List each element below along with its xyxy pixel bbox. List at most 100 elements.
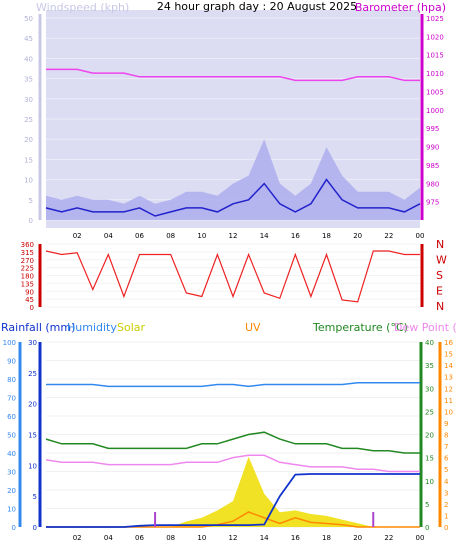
direction-y-tick-label: 45 bbox=[25, 296, 34, 304]
dewpoint-line bbox=[45, 454, 420, 473]
direction-y-tick-label: 315 bbox=[21, 249, 34, 257]
wind-y-tick-label: 45 bbox=[24, 35, 33, 43]
humidity-y-tick-label: 30 bbox=[28, 339, 37, 347]
humidity-y-tick-label: 20 bbox=[28, 401, 37, 409]
direction-y-tick-label: 0 bbox=[30, 304, 34, 312]
compass-label: N bbox=[436, 300, 444, 313]
wind-x-tick-label: 10 bbox=[197, 232, 206, 240]
barometer-y-tick-label: 1000 bbox=[426, 107, 444, 115]
rain-y-tick-label: 50 bbox=[7, 432, 16, 440]
temperature-y-tick-label: 40 bbox=[425, 339, 434, 347]
direction-y-tick-label: 360 bbox=[21, 241, 34, 249]
wind-direction-line bbox=[45, 250, 420, 303]
uv-y-tick-label: 6 bbox=[444, 455, 449, 463]
rain-x-tick-label: 20 bbox=[353, 534, 362, 542]
wind-y-tick-label: 5 bbox=[29, 197, 33, 205]
gust-area bbox=[46, 139, 420, 220]
temperature-y-tick-label: 10 bbox=[425, 478, 434, 486]
temperature-y-tick-label: 5 bbox=[425, 501, 429, 509]
uv-y-tick-label: 11 bbox=[444, 397, 453, 405]
uv-y-tick-label: 12 bbox=[444, 385, 453, 393]
wind-x-tick-label: 00 bbox=[416, 232, 425, 240]
uv-y-tick-label: 4 bbox=[444, 478, 449, 486]
uv-y-tick-label: 15 bbox=[444, 351, 453, 359]
rain-y-tick-label: 30 bbox=[7, 469, 16, 477]
rain-y-tick-label: 90 bbox=[7, 358, 16, 366]
temperature-y-tick-label: 35 bbox=[425, 362, 434, 370]
uv-y-tick-label: 1 bbox=[444, 512, 448, 520]
temperature-line bbox=[45, 431, 420, 454]
compass-label: N bbox=[436, 238, 444, 251]
rain-x-tick-label: 06 bbox=[135, 534, 144, 542]
wind-y-tick-label: 50 bbox=[24, 15, 33, 23]
windspeed-line bbox=[45, 178, 421, 217]
humidity-y-tick-label: 15 bbox=[28, 432, 37, 440]
compass-label: S bbox=[436, 269, 443, 282]
barometer-y-tick-label: 995 bbox=[426, 125, 439, 133]
solar-area bbox=[46, 456, 420, 527]
rainfall-line bbox=[46, 473, 420, 528]
uv-y-tick-label: 14 bbox=[444, 362, 453, 370]
barometer-y-tick-label: 1005 bbox=[426, 88, 444, 96]
wind-y-tick-label: 15 bbox=[24, 156, 33, 164]
wind-x-tick-label: 02 bbox=[73, 232, 82, 240]
direction-y-tick-label: 225 bbox=[21, 265, 34, 273]
barometer-y-tick-label: 985 bbox=[426, 162, 439, 170]
legend-solar: Solar bbox=[117, 321, 146, 334]
humidity-y-tick-label: 25 bbox=[28, 370, 37, 378]
wind-y-tick-label: 0 bbox=[29, 217, 33, 225]
compass-label: E bbox=[436, 285, 443, 298]
wind-x-tick-label: 08 bbox=[166, 232, 175, 240]
temperature-y-tick-label: 15 bbox=[425, 455, 434, 463]
rain-x-tick-label: 16 bbox=[291, 534, 300, 542]
wind-x-tick-label: 12 bbox=[229, 232, 238, 240]
barometer-y-tick-label: 990 bbox=[426, 144, 439, 152]
rain-y-tick-label: 10 bbox=[7, 506, 16, 514]
legend-humidity: Humidity bbox=[67, 321, 117, 334]
temperature-y-tick-label: 0 bbox=[425, 524, 429, 532]
rain-x-tick-label: 04 bbox=[104, 534, 113, 542]
uv-y-tick-label: 0 bbox=[444, 524, 448, 532]
rain-y-tick-label: 100 bbox=[3, 339, 16, 347]
rain-x-tick-label: 12 bbox=[229, 534, 238, 542]
rain-y-tick-label: 80 bbox=[7, 376, 16, 384]
uv-y-tick-label: 7 bbox=[444, 443, 448, 451]
windspeed-axis-title: Windspeed (kph) bbox=[36, 1, 129, 14]
rain-x-tick-label: 14 bbox=[260, 534, 269, 542]
wind-y-tick-label: 25 bbox=[24, 116, 33, 124]
wind-y-tick-label: 10 bbox=[24, 177, 33, 185]
chart-title: 24 hour graph day : 20 August 2025 bbox=[157, 0, 357, 13]
uv-y-tick-label: 3 bbox=[444, 489, 448, 497]
legend-uv: UV bbox=[245, 321, 261, 334]
humidity-y-tick-label: 10 bbox=[28, 462, 37, 470]
rain-y-tick-label: 40 bbox=[7, 450, 16, 458]
wind-x-tick-label: 06 bbox=[135, 232, 144, 240]
wind-x-tick-label: 22 bbox=[384, 232, 393, 240]
rain-x-tick-label: 08 bbox=[166, 534, 175, 542]
wind-y-tick-label: 40 bbox=[24, 55, 33, 63]
barometer-axis-title: Barometer (hpa) bbox=[355, 1, 446, 14]
uv-y-tick-label: 9 bbox=[444, 420, 448, 428]
direction-y-tick-label: 135 bbox=[21, 280, 34, 288]
direction-y-tick-label: 90 bbox=[25, 288, 34, 296]
barometer-y-tick-label: 1010 bbox=[426, 70, 444, 78]
wind-y-tick-label: 35 bbox=[24, 76, 33, 84]
wind-y-tick-label: 30 bbox=[24, 96, 33, 104]
wind-x-tick-label: 14 bbox=[260, 232, 269, 240]
legend-dewpoint: Dew Point (°C) bbox=[394, 321, 458, 334]
rain-y-tick-label: 70 bbox=[7, 395, 16, 403]
rain-y-tick-label: 60 bbox=[7, 413, 16, 421]
uv-y-tick-label: 10 bbox=[444, 408, 453, 416]
compass-label: W bbox=[436, 254, 447, 267]
barometer-y-tick-label: 980 bbox=[426, 180, 439, 188]
barometer-y-tick-label: 975 bbox=[426, 199, 439, 207]
rain-x-tick-label: 22 bbox=[384, 534, 393, 542]
wind-x-tick-label: 16 bbox=[291, 232, 300, 240]
rain-x-tick-label: 02 bbox=[73, 534, 82, 542]
humidity-y-tick-label: 0 bbox=[33, 524, 37, 532]
barometer-y-tick-label: 1025 bbox=[426, 15, 444, 23]
rain-x-tick-label: 00 bbox=[416, 534, 425, 542]
humidity-y-tick-label: 5 bbox=[33, 493, 37, 501]
barometer-line bbox=[46, 68, 420, 82]
wind-x-tick-label: 18 bbox=[322, 232, 331, 240]
